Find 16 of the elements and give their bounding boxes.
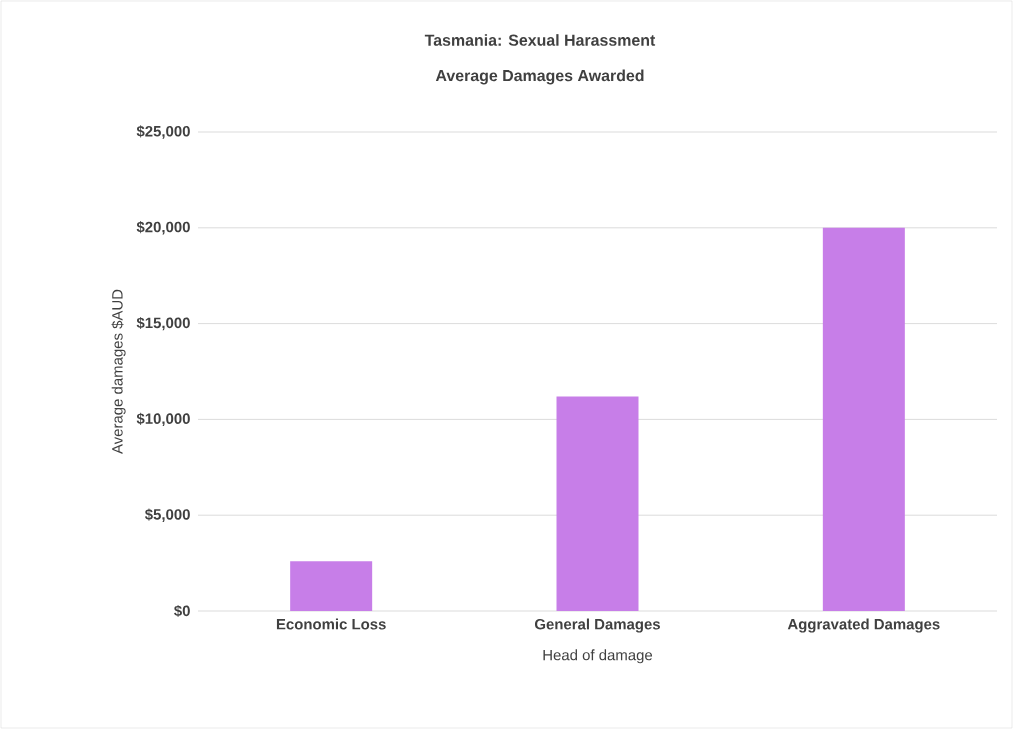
y-tick-label: $20,000 (136, 221, 190, 235)
y-tick-label: $10,000 (136, 412, 190, 427)
bar (556, 396, 639, 611)
y-tick-label: $0 (174, 604, 190, 618)
bar (822, 227, 905, 611)
chart-title: Tasmania: Sexual Harassment (424, 34, 656, 46)
chart-subtitle: Average Damages Awarded (435, 69, 644, 85)
y-tick-label: $5,000 (144, 508, 190, 522)
y-tick-label: $15,000 (136, 316, 190, 331)
x-tick-label: Economic Loss (276, 618, 386, 630)
x-axis-title: Head of damage (543, 649, 653, 664)
y-axis-title: Average damages $AUD (111, 289, 126, 454)
y-tick-label: $25,000 (136, 125, 190, 139)
x-tick-label: General Damages (534, 618, 660, 633)
x-tick-label: Aggravated Damages (787, 618, 940, 633)
bar (290, 561, 373, 611)
